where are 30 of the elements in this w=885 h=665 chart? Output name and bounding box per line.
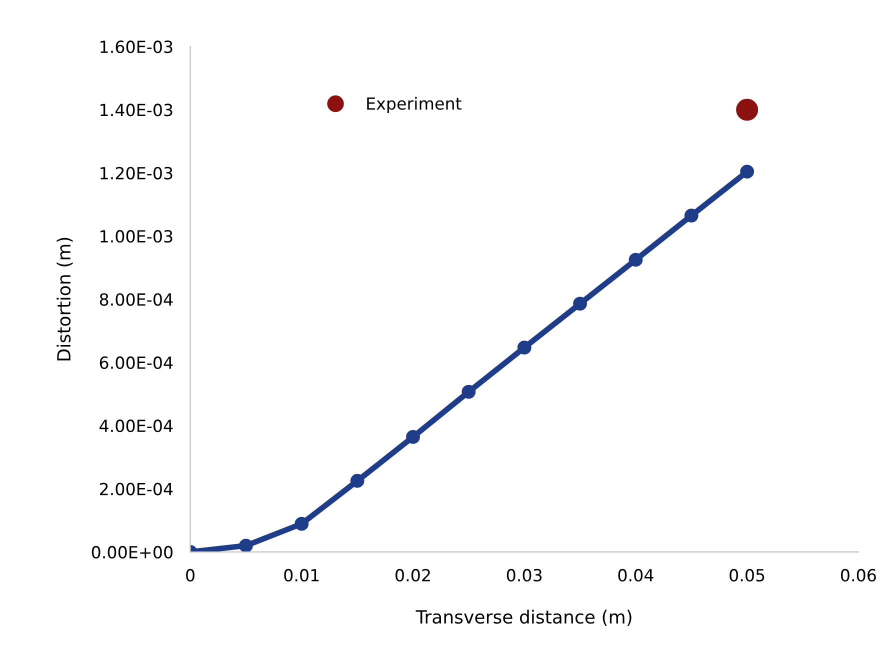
point xyxy=(736,98,758,121)
legend-label: Experiment xyxy=(367,96,462,114)
y-tick-label: 2.00E-04 xyxy=(100,482,173,496)
y-axis-title: Distortion (m) xyxy=(56,238,73,360)
point xyxy=(350,474,364,488)
y-tick-label: 1.40E-03 xyxy=(100,104,172,116)
point xyxy=(462,384,476,399)
x-tick-label: 0.01 xyxy=(284,568,319,582)
x-tick-label: 0.02 xyxy=(396,568,430,582)
y-tick-label: 8.00E-04 xyxy=(100,293,173,306)
x-tick-label: 0.04 xyxy=(618,568,654,582)
point xyxy=(294,516,309,531)
x-tick-label: 0 xyxy=(186,568,194,582)
point xyxy=(406,430,420,444)
y-tick-label: 1.60E-03 xyxy=(100,40,172,54)
point xyxy=(517,340,532,355)
y-tick-label: 0.00E+00 xyxy=(92,546,172,559)
x-tick-label: 0.03 xyxy=(506,568,542,582)
y-tick-label: 4.00E-04 xyxy=(100,420,173,432)
point xyxy=(573,296,587,311)
y-tick-label: 1.00E-03 xyxy=(100,230,172,243)
point xyxy=(628,252,643,267)
point xyxy=(740,164,754,179)
x-axis-title: Transverse distance (m) xyxy=(416,610,632,626)
x-tick-label: 0.05 xyxy=(730,568,764,582)
y-tick-label: 6.00E-04 xyxy=(100,356,173,369)
x-tick-label: 0.06 xyxy=(840,568,876,582)
y-tick-label: 1.20E-03 xyxy=(100,166,172,180)
point xyxy=(684,208,698,222)
point xyxy=(239,538,253,552)
